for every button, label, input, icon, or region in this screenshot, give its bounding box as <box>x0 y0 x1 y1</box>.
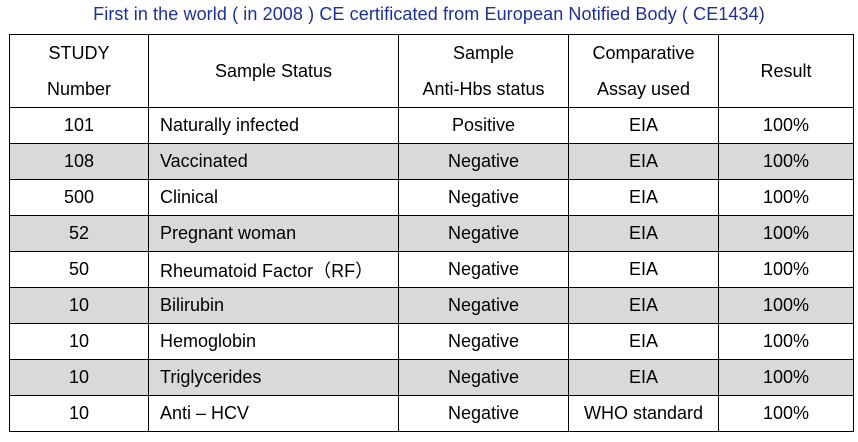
header-result-label: Result <box>760 61 812 81</box>
cell-sample-status: Pregnant woman <box>148 215 399 252</box>
cell-result: 100% <box>718 323 854 360</box>
cell-study-number: 10 <box>9 323 149 360</box>
table-row: 52 Pregnant woman Negative EIA 100% <box>9 215 854 252</box>
cell-sample-status: Anti – HCV <box>148 395 399 432</box>
table-header-row: STUDY Number Sample Status Sample Anti-H… <box>9 34 854 108</box>
cell-anti-hbs-status: Negative <box>398 215 569 252</box>
cell-sample-status: Clinical <box>148 179 399 216</box>
study-results-table: STUDY Number Sample Status Sample Anti-H… <box>9 34 854 432</box>
cell-assay: EIA <box>568 251 719 288</box>
table-row: 10 Anti – HCV Negative WHO standard 100% <box>9 395 854 432</box>
cell-anti-hbs-status: Negative <box>398 179 569 216</box>
cell-anti-hbs-status: Negative <box>398 143 569 180</box>
cell-sample-status: Triglycerides <box>148 359 399 396</box>
header-anti-hbs-line1: Sample <box>452 43 515 63</box>
header-assay-line1: Comparative <box>592 43 695 63</box>
cell-assay: EIA <box>568 323 719 360</box>
table-row: 10 Hemoglobin Negative EIA 100% <box>9 323 854 360</box>
cell-study-number: 10 <box>9 287 149 324</box>
cell-result: 100% <box>718 251 854 288</box>
cell-sample-status: Bilirubin <box>148 287 399 324</box>
table-row: 108 Vaccinated Negative EIA 100% <box>9 143 854 180</box>
table-row: 50 Rheumatoid Factor（RF） Negative EIA 10… <box>9 251 854 288</box>
cell-result: 100% <box>718 107 854 144</box>
table-row: 10 Bilirubin Negative EIA 100% <box>9 287 854 324</box>
cell-anti-hbs-status: Negative <box>398 395 569 432</box>
cell-result: 100% <box>718 215 854 252</box>
table-row: 101 Naturally infected Positive EIA 100% <box>9 107 854 144</box>
header-study-number-line2: Number <box>46 79 112 99</box>
cell-result: 100% <box>718 143 854 180</box>
cell-anti-hbs-status: Negative <box>398 287 569 324</box>
cell-anti-hbs-status: Negative <box>398 323 569 360</box>
cell-study-number: 10 <box>9 395 149 432</box>
cell-anti-hbs-status: Negative <box>398 251 569 288</box>
cell-assay: EIA <box>568 287 719 324</box>
header-anti-hbs-status: Sample Anti-Hbs status <box>398 34 569 108</box>
page-title: First in the world ( in 2008 ) CE certif… <box>93 4 765 24</box>
cell-study-number: 108 <box>9 143 149 180</box>
table-row: 500 Clinical Negative EIA 100% <box>9 179 854 216</box>
cell-sample-status: Naturally infected <box>148 107 399 144</box>
cell-assay: EIA <box>568 107 719 144</box>
header-result: Result <box>718 34 854 108</box>
cell-assay: EIA <box>568 215 719 252</box>
cell-result: 100% <box>718 287 854 324</box>
cell-result: 100% <box>718 359 854 396</box>
cell-anti-hbs-status: Negative <box>398 359 569 396</box>
header-sample-status: Sample Status <box>148 34 399 108</box>
cell-assay: WHO standard <box>568 395 719 432</box>
cell-study-number: 101 <box>9 107 149 144</box>
cell-study-number: 10 <box>9 359 149 396</box>
header-assay-line2: Assay used <box>596 79 691 99</box>
header-study-number: STUDY Number <box>9 34 149 108</box>
cell-sample-status: Rheumatoid Factor（RF） <box>148 251 399 288</box>
cell-result: 100% <box>718 395 854 432</box>
cell-study-number: 500 <box>9 179 149 216</box>
header-study-number-line1: STUDY <box>48 43 110 63</box>
cell-anti-hbs-status: Positive <box>398 107 569 144</box>
header-anti-hbs-line2: Anti-Hbs status <box>422 79 545 99</box>
cell-sample-status: Vaccinated <box>148 143 399 180</box>
cell-assay: EIA <box>568 179 719 216</box>
header-sample-status-label: Sample Status <box>214 61 333 81</box>
cell-study-number: 50 <box>9 251 149 288</box>
cell-study-number: 52 <box>9 215 149 252</box>
cell-assay: EIA <box>568 359 719 396</box>
cell-sample-status: Hemoglobin <box>148 323 399 360</box>
header-comparative-assay: Comparative Assay used <box>568 34 719 108</box>
table-row: 10 Triglycerides Negative EIA 100% <box>9 359 854 396</box>
cell-result: 100% <box>718 179 854 216</box>
cell-assay: EIA <box>568 143 719 180</box>
